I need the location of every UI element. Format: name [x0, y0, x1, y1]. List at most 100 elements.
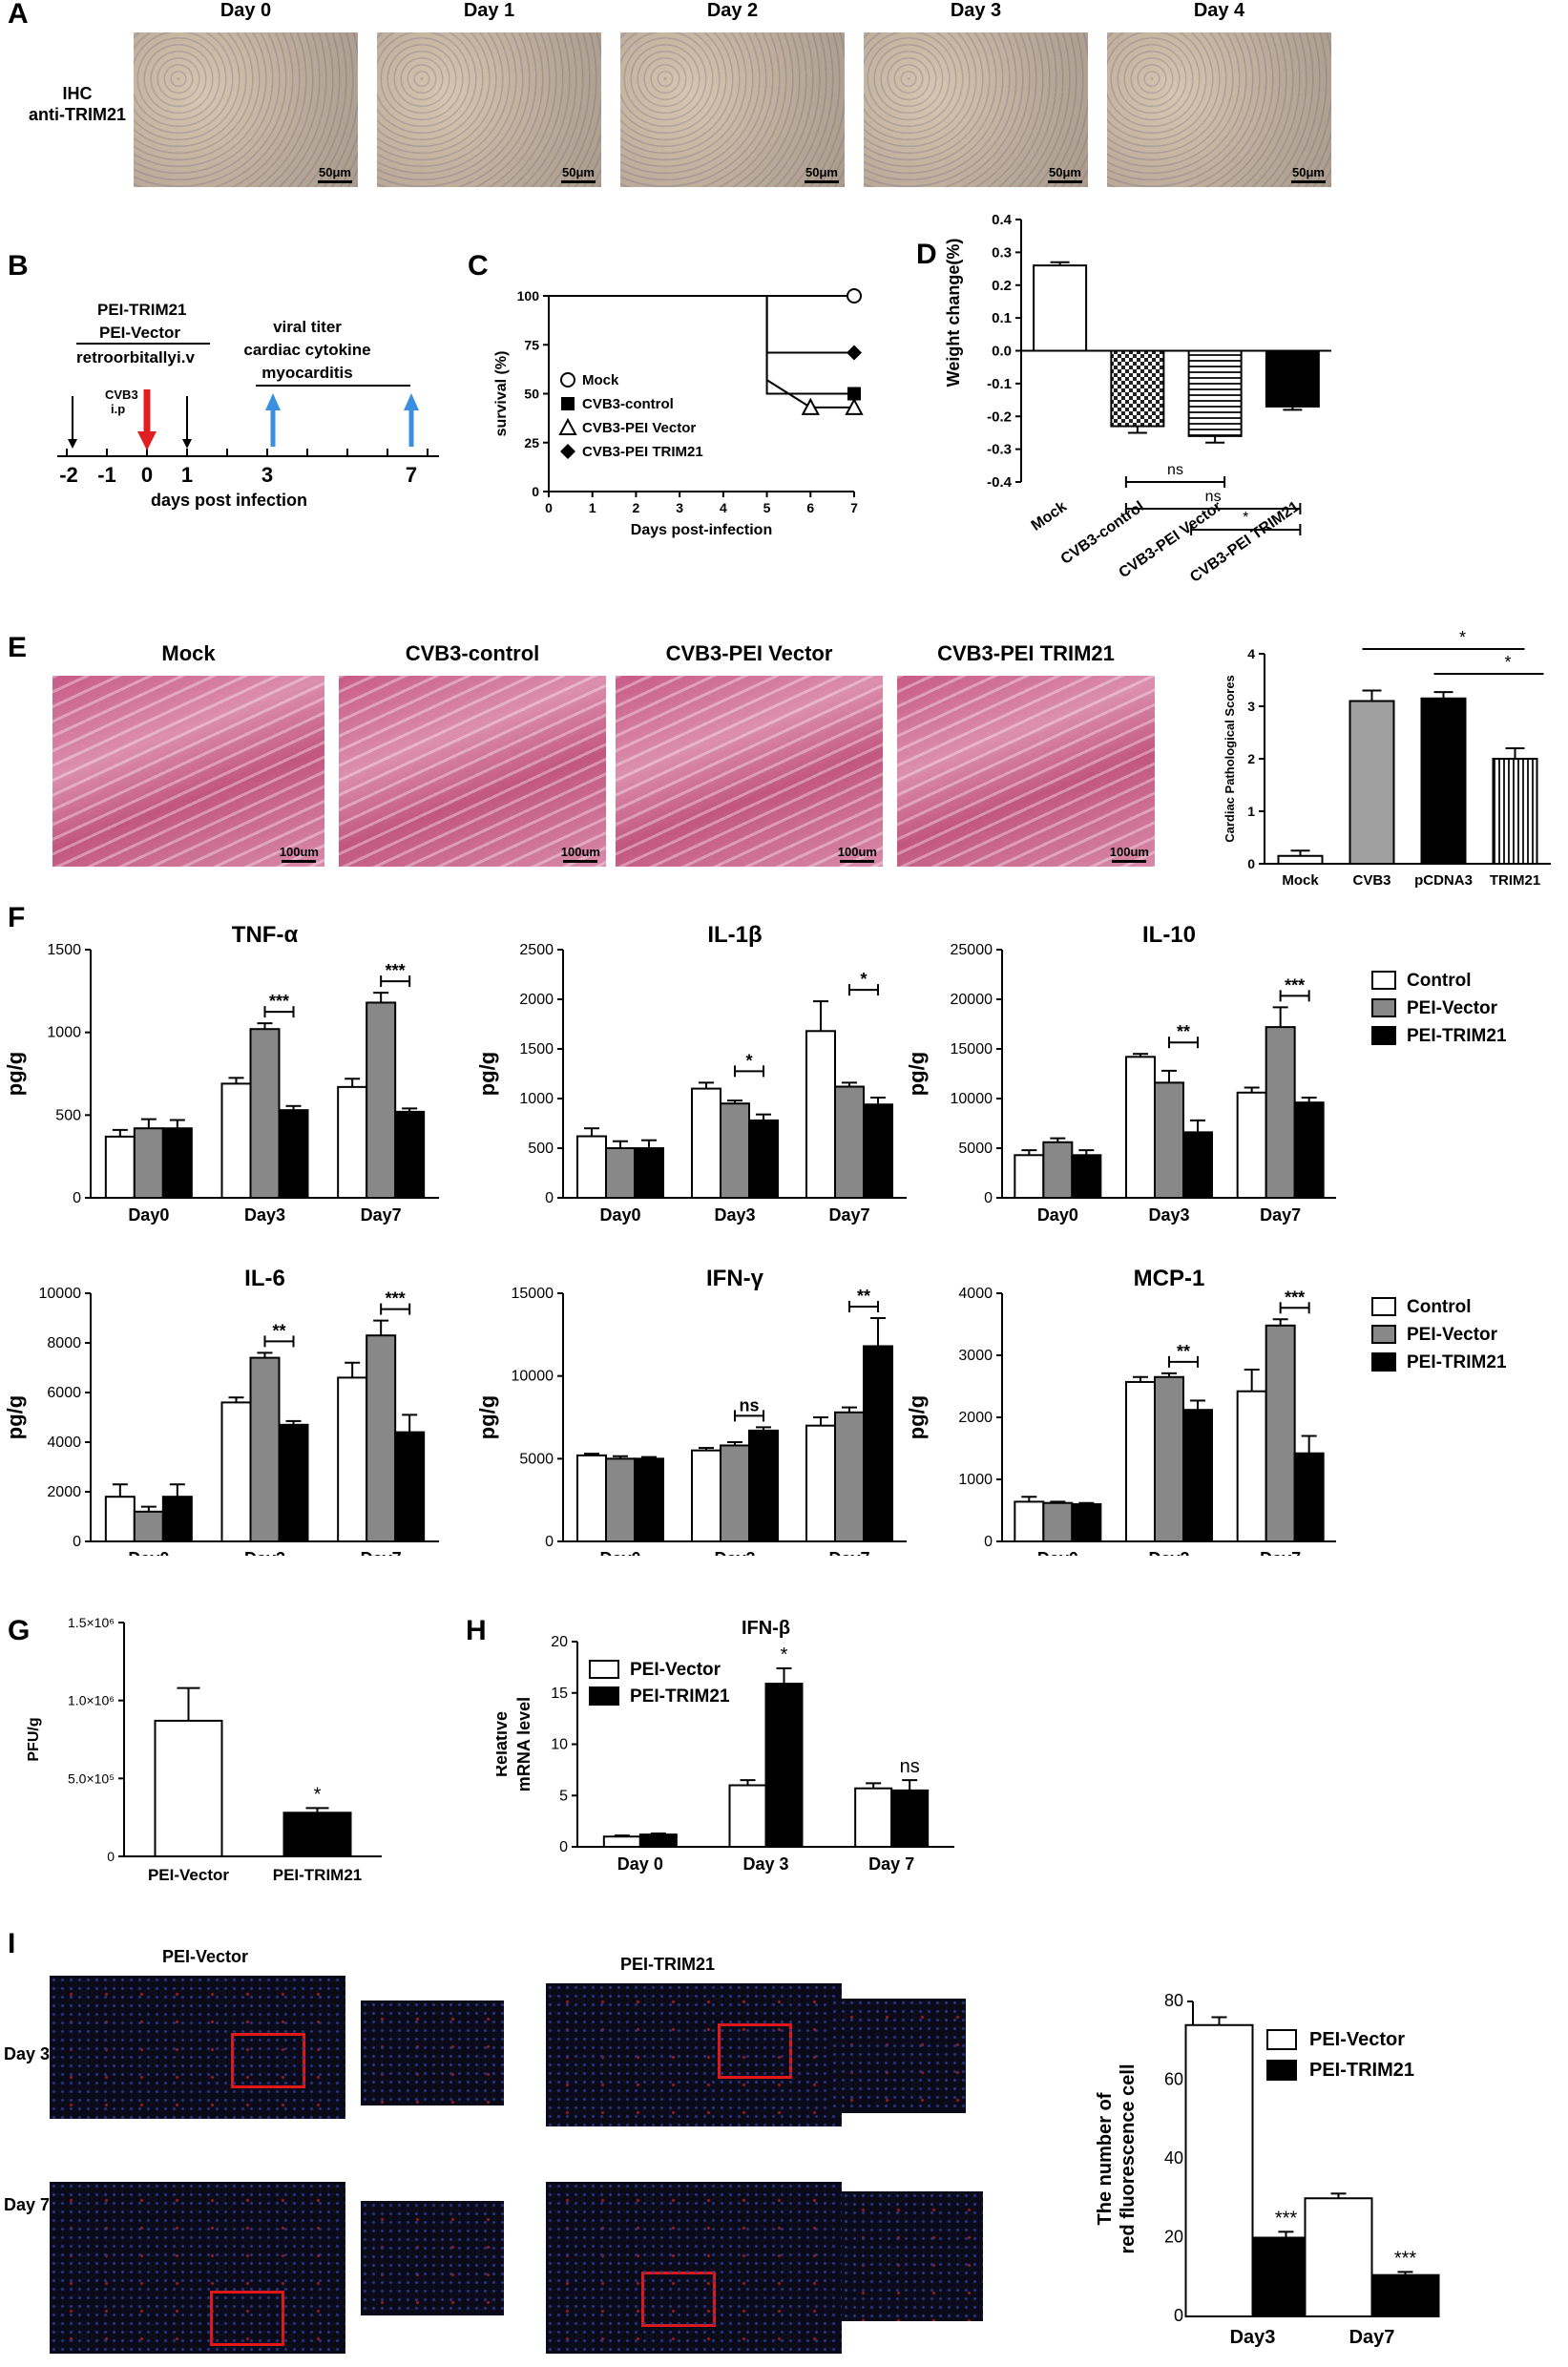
- fluorescence-zoom: [361, 2201, 504, 2315]
- bar: [366, 1334, 397, 1542]
- fluorescence-image: [50, 1976, 345, 2119]
- x-tick-label: Day0: [1037, 1549, 1078, 1556]
- scale-bar: 100um: [1110, 845, 1149, 863]
- significance-label: ***: [1285, 975, 1305, 995]
- he-image: 100um: [339, 676, 606, 867]
- data-point: [801, 397, 820, 415]
- chart-title: MCP-1: [1134, 1266, 1205, 1291]
- y-axis-label: pg/g: [905, 1395, 929, 1439]
- x-tick-label: PEI-TRIM21: [273, 1866, 363, 1884]
- y-tick-label: 5: [559, 1788, 568, 1804]
- panel-i-col2: PEI-TRIM21: [620, 1955, 716, 1974]
- y-tick-label: 0: [107, 1849, 115, 1864]
- significance-label: ***: [1275, 2208, 1298, 2229]
- bar: [104, 1135, 136, 1199]
- bar: [1033, 264, 1088, 352]
- significance-label: *: [860, 970, 867, 989]
- x-tick-label: 7: [850, 500, 858, 515]
- significance-label: **: [1177, 1022, 1190, 1041]
- fluorescence-zoom: [830, 1999, 966, 2113]
- fluorescence-image: [546, 2182, 842, 2354]
- scale-bar: 50μm: [561, 165, 596, 183]
- bar: [104, 1496, 136, 1543]
- legend-swatch: [1371, 998, 1396, 1017]
- series-line: [549, 295, 854, 408]
- y-axis-label: survival (%): [493, 351, 510, 437]
- significance-label: *: [1243, 510, 1248, 526]
- il1b-chart: 0 500 1000 1500 2000 2500 IL-1β pg/g Day0 Day3 Day…: [475, 922, 907, 1225]
- bar: [805, 1030, 836, 1199]
- legend-swatch: [1371, 1325, 1396, 1344]
- bar: [394, 1110, 426, 1199]
- y-tick-label: 100: [517, 288, 540, 304]
- bar: [1125, 1380, 1156, 1542]
- y-axis-label: Weight change(%): [944, 239, 963, 388]
- bar: [805, 1424, 836, 1543]
- y-tick-label: 4000: [47, 1435, 81, 1451]
- il6-chart: 0 2000 4000 6000 8000 10000 IL-6 pg/g Day0 Day3 Da…: [3, 1266, 439, 1556]
- legend-swatch: [1371, 971, 1396, 990]
- bar: [1420, 697, 1467, 865]
- bar: [1182, 1409, 1213, 1542]
- bar: [764, 1683, 804, 1848]
- panel-i-col1: PEI-Vector: [162, 1947, 249, 1966]
- he-image: 100um: [616, 676, 883, 867]
- legend-label: PEI-TRIM21: [630, 1686, 730, 1707]
- legend-label: CVB3-PEI Vector: [582, 420, 696, 436]
- bar: [1014, 1154, 1045, 1199]
- y-tick-label: 10: [551, 1737, 568, 1753]
- significance-label: ns: [1167, 462, 1183, 478]
- bar: [691, 1087, 721, 1200]
- y-tick-label: 15: [551, 1686, 568, 1702]
- bar: [1265, 1324, 1296, 1542]
- ihc-image: 50μm: [134, 32, 358, 187]
- y-tick-label: 5.0×10⁵: [68, 1770, 115, 1786]
- panel-letter-i: I: [8, 1928, 16, 1959]
- bar: [337, 1376, 368, 1542]
- y-tick-label: 25: [524, 435, 539, 450]
- panel-letter-d: D: [916, 239, 937, 270]
- he-title: Mock: [161, 641, 216, 665]
- significance-label: **: [1177, 1342, 1190, 1361]
- bar: [720, 1102, 750, 1199]
- fluorescence-zoom: [361, 2000, 504, 2105]
- he-title: CVB3-control: [405, 641, 540, 665]
- y-tick-label: 10000: [951, 1091, 993, 1107]
- y-tick-label: 15000: [512, 1286, 554, 1302]
- legend-label: Control: [1407, 1297, 1472, 1317]
- he-image: 100um: [897, 676, 1155, 867]
- ihc-label: IHC anti-TRIM21: [29, 84, 126, 125]
- ihc-day-title: Day 2: [706, 0, 759, 21]
- x-tick-label: Day 7: [868, 1854, 914, 1874]
- y-axis-label: pg/g: [3, 1052, 27, 1096]
- chart-title: IFN-β: [742, 1618, 790, 1639]
- bar: [249, 1028, 281, 1199]
- bar: [602, 1835, 641, 1848]
- ihc-label-line1: IHC: [62, 84, 93, 103]
- bar: [720, 1444, 750, 1542]
- bar: [691, 1449, 721, 1543]
- panel-i-row1: Day 3: [4, 2044, 51, 2063]
- fluorescence-zoom: [842, 2191, 983, 2321]
- y-axis-label: red fluorescence cell: [1118, 2064, 1139, 2254]
- bar: [1154, 1081, 1184, 1199]
- bar: [1071, 1503, 1102, 1542]
- y-tick-label: -0.3: [987, 442, 1012, 458]
- y-tick-label: 0: [984, 1534, 993, 1550]
- bar: [1154, 1375, 1184, 1542]
- y-tick-label: -0.1: [987, 376, 1012, 392]
- data-point: [847, 387, 861, 401]
- bar: [1125, 1056, 1156, 1199]
- scale-bar: 50μm: [318, 165, 352, 183]
- x-tick-label: Day3: [1148, 1205, 1189, 1225]
- legend-label: PEI-Vector: [1309, 2029, 1405, 2050]
- ifng-chart: 0 5000 10000 15000 IFN-γ pg/g Day0 Day3 Day7 ns **: [475, 1266, 907, 1556]
- x-tick-label: CVB3: [1352, 872, 1390, 889]
- x-tick-label: 5: [763, 500, 771, 515]
- y-tick-label: 0: [559, 1839, 568, 1855]
- y-tick-label: 2500: [519, 942, 554, 958]
- legend-swatch: [1371, 1352, 1396, 1372]
- bar: [133, 1127, 164, 1199]
- bar: [1071, 1154, 1102, 1199]
- ihc-image: 50μm: [1107, 32, 1331, 187]
